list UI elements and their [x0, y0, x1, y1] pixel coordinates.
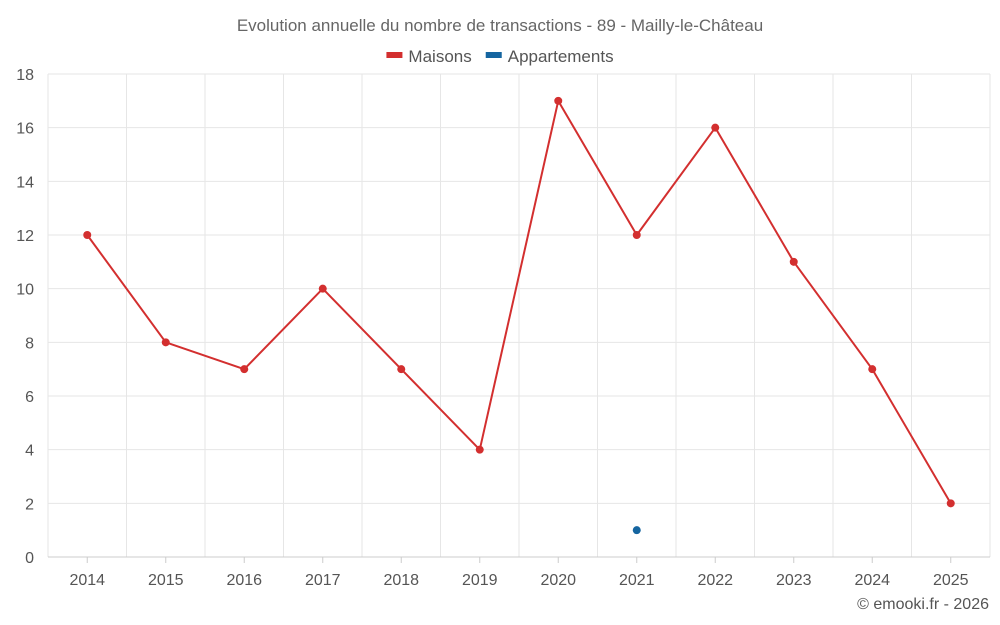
y-tick-label: 14 [16, 174, 34, 191]
chart-title: Evolution annuelle du nombre de transact… [237, 16, 763, 35]
data-point[interactable] [946, 499, 955, 508]
series-maisons [83, 96, 955, 508]
legend-swatch [386, 52, 403, 58]
legend-item[interactable]: Appartements [485, 47, 614, 66]
data-point[interactable] [240, 365, 249, 374]
y-tick-label: 16 [16, 121, 34, 138]
x-tick-label: 2023 [776, 572, 812, 589]
x-tick-label: 2021 [619, 572, 655, 589]
series-appartements [632, 526, 641, 535]
x-tick-label: 2019 [462, 572, 498, 589]
legend-swatch [485, 52, 502, 58]
legend-item[interactable]: Maisons [386, 47, 472, 66]
x-tick-label: 2024 [854, 572, 890, 589]
x-tick-label: 2015 [148, 572, 184, 589]
data-point[interactable] [161, 338, 170, 347]
data-point[interactable] [632, 526, 641, 535]
data-point[interactable] [868, 365, 877, 374]
y-tick-label: 18 [16, 67, 34, 84]
series-layer [83, 96, 955, 535]
x-axis: 2014 2015 2016 2017 2018 2019 2020 2021 2022 2023… [48, 556, 990, 589]
legend: Maisons Appartements [386, 47, 614, 66]
data-point[interactable] [632, 231, 641, 239]
y-tick-label: 4 [25, 443, 34, 460]
y-tick-label: 6 [25, 389, 34, 406]
data-point[interactable] [711, 123, 720, 132]
data-point[interactable] [475, 445, 484, 454]
x-tick-label: 2014 [69, 572, 105, 589]
copyright-footer: © emooki.fr - 2026 [857, 596, 989, 613]
data-point[interactable] [318, 284, 327, 293]
y-axis: 0 2 4 6 8 10 12 14 16 18 [16, 67, 34, 567]
x-tick-label: 2025 [933, 572, 969, 589]
x-tick-label: 2020 [540, 572, 576, 589]
x-tick-label: 2017 [305, 572, 341, 589]
data-point[interactable] [83, 231, 92, 239]
x-tick-label: 2022 [697, 572, 733, 589]
legend-label: Appartements [508, 47, 614, 66]
legend-label: Maisons [408, 47, 471, 66]
data-point[interactable] [789, 257, 798, 266]
data-point[interactable] [397, 365, 406, 374]
series-line [86, 99, 952, 504]
grid [47, 73, 991, 558]
y-tick-label: 2 [25, 496, 34, 513]
data-point[interactable] [554, 96, 563, 105]
y-tick-label: 0 [25, 550, 34, 567]
y-tick-label: 8 [25, 335, 34, 352]
x-tick-label: 2016 [226, 572, 262, 589]
x-tick-label: 2018 [383, 572, 419, 589]
y-tick-label: 12 [16, 228, 34, 245]
y-tick-label: 10 [16, 282, 34, 299]
